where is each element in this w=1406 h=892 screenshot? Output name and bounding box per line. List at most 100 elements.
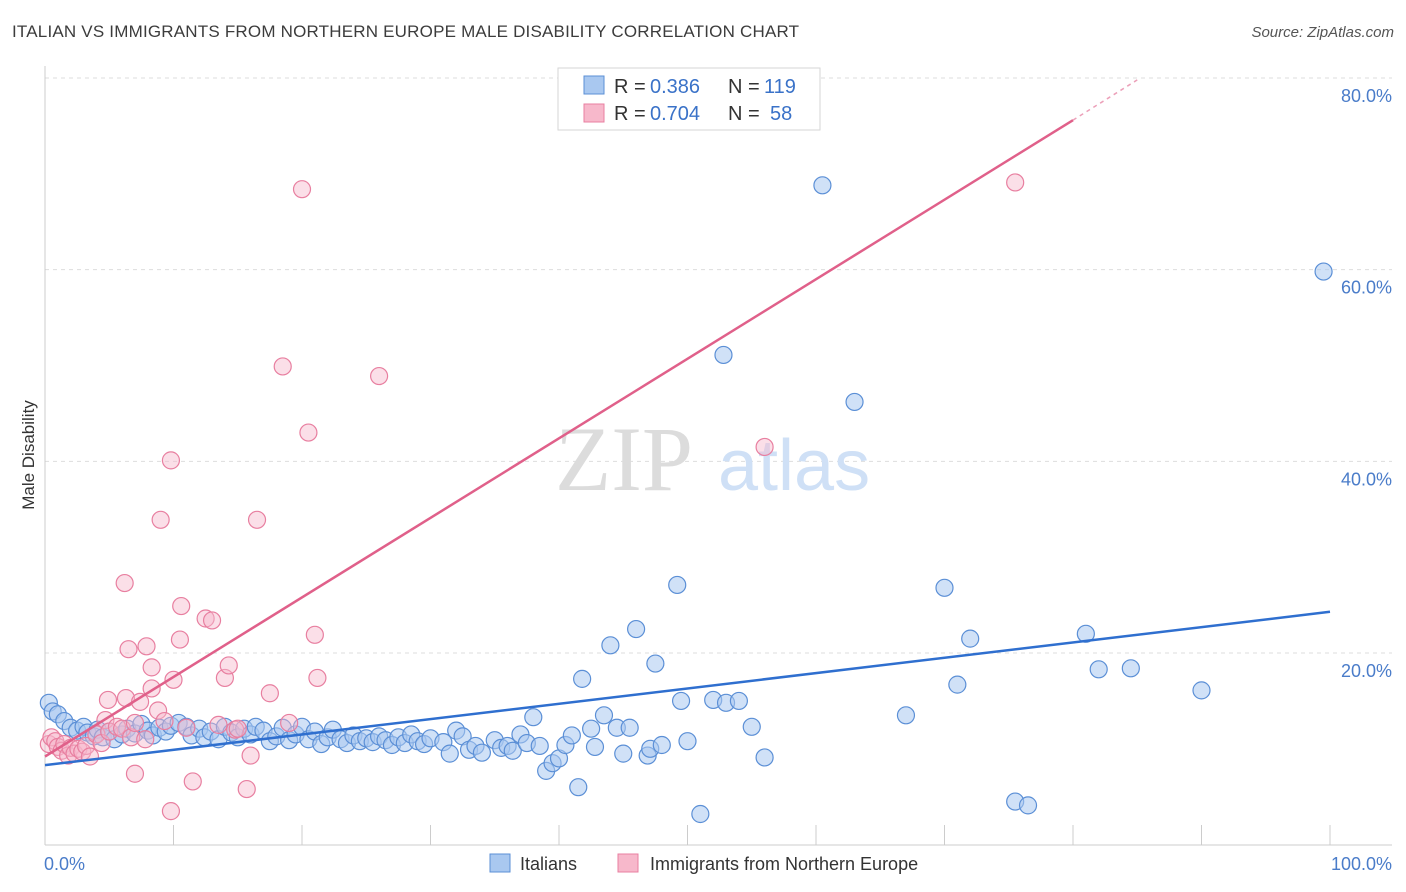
y-axis-title: Male Disability xyxy=(19,400,38,510)
point-northern xyxy=(151,510,170,529)
point-northern xyxy=(260,684,279,703)
point-northern xyxy=(125,764,145,783)
point-italians xyxy=(1192,681,1211,700)
point-italians xyxy=(896,706,916,725)
x-tick-label: 0.0% xyxy=(44,854,85,874)
axes xyxy=(44,66,1392,846)
point-northern xyxy=(273,357,292,376)
point-italians xyxy=(742,717,761,736)
point-northern xyxy=(161,802,181,821)
point-northern xyxy=(237,779,256,799)
legend-swatch-northern xyxy=(617,853,639,873)
stats-n-value-italians: 119 xyxy=(764,76,796,98)
point-italians xyxy=(935,578,954,597)
point-italians xyxy=(1076,624,1095,643)
stats-r-label-italians: R = xyxy=(614,76,646,98)
bottom-legend: Italians Immigrants from Northern Europe xyxy=(489,853,918,874)
stats-legend: R = 0.386 N = 119 R = 0.704 N = 58 xyxy=(557,67,821,131)
source-label: Source: ZipAtlas.com xyxy=(1251,24,1394,41)
point-northern xyxy=(170,630,190,649)
stats-r-value-italians: 0.386 xyxy=(650,76,700,98)
stats-n-label-northern: N = xyxy=(728,103,760,125)
point-italians xyxy=(562,726,581,745)
point-northern xyxy=(228,719,247,738)
point-northern xyxy=(161,451,181,470)
watermark-atlas: atlas xyxy=(718,426,870,506)
point-northern xyxy=(299,423,318,442)
y-tick-label: 80.0% xyxy=(1341,86,1392,106)
point-northern xyxy=(308,668,327,688)
point-northern xyxy=(137,637,156,656)
y-tick-label: 60.0% xyxy=(1341,278,1392,298)
trendlines xyxy=(44,79,1331,767)
point-northern xyxy=(172,596,191,616)
point-northern xyxy=(305,625,324,644)
series-northern-points xyxy=(39,173,1025,821)
trendline-northern-extension xyxy=(1072,79,1138,121)
point-northern xyxy=(148,701,168,720)
stats-r-label-northern: R = xyxy=(614,103,646,125)
point-northern xyxy=(121,728,141,747)
point-italians xyxy=(1089,660,1108,679)
gridlines xyxy=(45,77,1392,654)
y-tick-label: 20.0% xyxy=(1341,661,1392,681)
point-northern xyxy=(202,611,222,630)
point-italians xyxy=(626,619,646,639)
point-italians xyxy=(472,743,491,762)
point-northern xyxy=(80,747,100,766)
watermark: ZIP atlas xyxy=(555,408,870,510)
point-northern xyxy=(177,718,196,737)
point-northern xyxy=(1006,173,1025,192)
legend-label-northern: Immigrants from Northern Europe xyxy=(650,854,918,874)
point-italians xyxy=(530,736,549,756)
point-italians xyxy=(601,636,620,655)
point-northern xyxy=(755,437,774,457)
y-tick-label: 40.0% xyxy=(1341,469,1392,489)
point-northern xyxy=(247,510,267,529)
point-italians xyxy=(668,575,687,595)
point-italians xyxy=(614,744,633,763)
point-northern xyxy=(219,656,238,675)
trendline-italians xyxy=(44,610,1331,767)
point-italians xyxy=(582,719,601,738)
point-italians xyxy=(585,737,605,757)
legend-label-italians: Italians xyxy=(520,854,577,874)
point-italians xyxy=(948,675,967,694)
stats-legend-swatch-italians xyxy=(583,75,605,95)
point-northern xyxy=(209,715,228,734)
point-italians xyxy=(1018,796,1038,815)
stats-r-value-northern: 0.704 xyxy=(650,103,700,125)
point-northern xyxy=(115,573,134,593)
point-italians xyxy=(691,804,710,824)
point-italians xyxy=(1314,262,1333,281)
trendline-northern xyxy=(44,119,1074,758)
point-northern xyxy=(155,711,174,731)
point-northern xyxy=(370,366,389,386)
point-italians xyxy=(646,654,665,673)
chart-title: ITALIAN VS IMMIGRANTS FROM NORTHERN EURO… xyxy=(12,22,800,41)
legend-swatch-italians xyxy=(489,853,511,873)
watermark-zip: ZIP xyxy=(555,408,693,510)
point-northern xyxy=(292,180,312,199)
point-northern xyxy=(142,658,161,677)
point-italians xyxy=(503,741,522,760)
point-italians xyxy=(755,748,774,767)
point-italians xyxy=(573,669,592,688)
point-northern xyxy=(196,609,215,628)
point-italians xyxy=(671,691,691,711)
point-italians xyxy=(813,176,832,195)
point-northern xyxy=(98,690,118,710)
stats-n-label-italians: N = xyxy=(728,76,760,98)
point-northern xyxy=(125,713,145,733)
point-northern xyxy=(136,730,155,749)
point-italians xyxy=(524,708,543,727)
point-italians xyxy=(569,778,588,797)
point-northern xyxy=(280,713,299,733)
point-italians xyxy=(678,732,697,751)
x-tick-label: 100.0% xyxy=(1331,854,1392,874)
point-northern xyxy=(119,640,138,659)
point-italians xyxy=(440,744,459,763)
point-italians xyxy=(961,629,980,648)
stats-legend-swatch-northern xyxy=(583,103,605,123)
